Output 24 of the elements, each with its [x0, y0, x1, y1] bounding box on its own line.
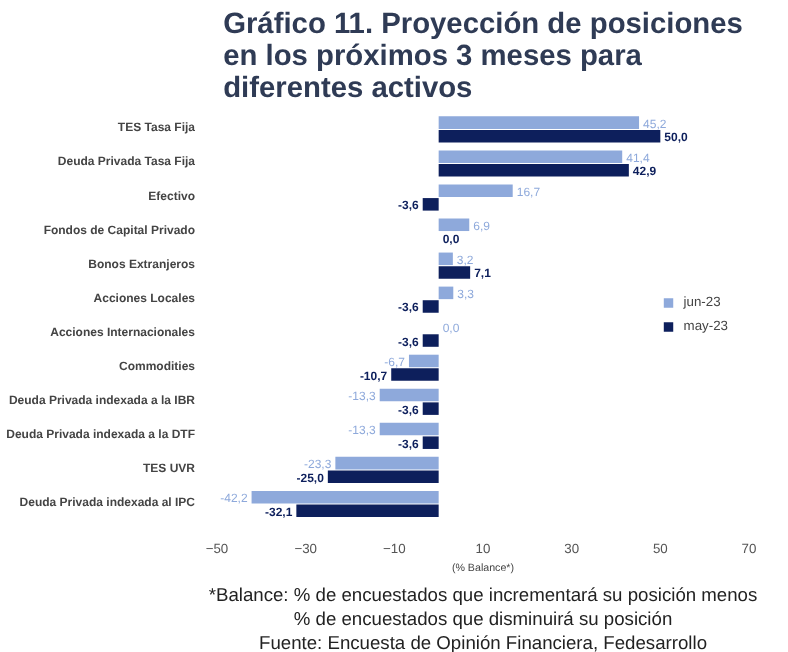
text: *Balance: % de encuestados que incrementará su posición menos % de encuestados que disminuirá su posición	[208, 585, 758, 629]
bar	[422, 334, 439, 347]
bar	[422, 436, 439, 449]
bar	[379, 388, 439, 402]
bar	[379, 422, 439, 436]
bar	[327, 470, 439, 483]
bar	[438, 184, 513, 197]
bar	[296, 504, 439, 518]
bar	[408, 354, 439, 368]
bar	[438, 286, 454, 300]
bar	[438, 150, 623, 163]
bar	[422, 402, 439, 415]
bar	[391, 368, 439, 381]
bar	[438, 252, 453, 266]
chart-title: Gráfico 11. Proyección de posiciones en los próximos 3 meses para diferentes activos	[223, 9, 743, 105]
bar	[438, 266, 471, 279]
bar	[438, 218, 470, 232]
bar	[422, 198, 439, 211]
bar	[438, 116, 640, 129]
bar	[438, 129, 661, 143]
bar	[251, 490, 439, 504]
bar	[335, 456, 439, 470]
bar	[422, 300, 439, 313]
bar	[438, 164, 629, 177]
